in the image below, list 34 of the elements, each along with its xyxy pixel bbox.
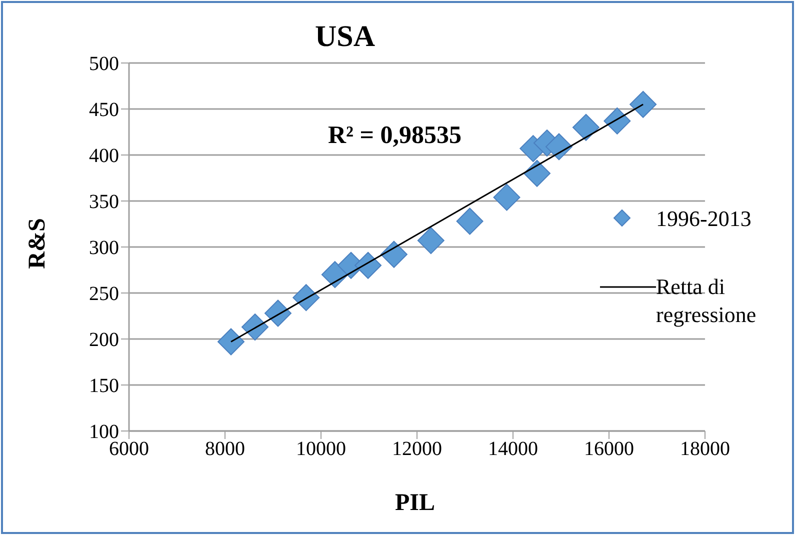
point	[354, 252, 382, 279]
y-tick-label: 400	[89, 145, 119, 168]
point	[417, 227, 444, 254]
y-tick-label: 350	[89, 191, 119, 214]
annotation: R² = 0,98535	[328, 122, 462, 150]
chart-title: USA	[314, 20, 376, 54]
x-tick-label: 14000	[488, 438, 538, 460]
y-tick-label: 450	[89, 99, 119, 122]
x-axis-title: PIL	[394, 490, 436, 517]
y-tick-label: 200	[89, 329, 119, 352]
point	[604, 107, 631, 134]
point	[630, 90, 657, 118]
legend-label: 1996-2013	[656, 205, 752, 233]
point	[572, 114, 600, 141]
point	[242, 314, 268, 341]
point	[545, 133, 572, 160]
legend-label: Retta di regressione	[656, 273, 758, 329]
y-tick-label: 300	[89, 237, 119, 260]
x-tick-label: 16000	[584, 438, 634, 460]
x-tick-label: 8000	[205, 438, 245, 460]
y-tick-label: 150	[89, 375, 119, 398]
point	[456, 208, 484, 235]
x-tick-label: 12000	[392, 438, 442, 460]
x-tick-label: 10000	[296, 438, 346, 460]
y-axis-title: R&S	[24, 217, 52, 271]
x-tick-label: 18000	[680, 438, 730, 460]
point	[292, 284, 320, 312]
x-tick-label: 6000	[109, 438, 149, 460]
point	[218, 328, 244, 356]
point	[524, 160, 550, 187]
point	[380, 240, 408, 268]
point	[493, 184, 520, 211]
y-tick-label: 250	[89, 283, 119, 306]
y-tick-label: 500	[89, 53, 119, 76]
